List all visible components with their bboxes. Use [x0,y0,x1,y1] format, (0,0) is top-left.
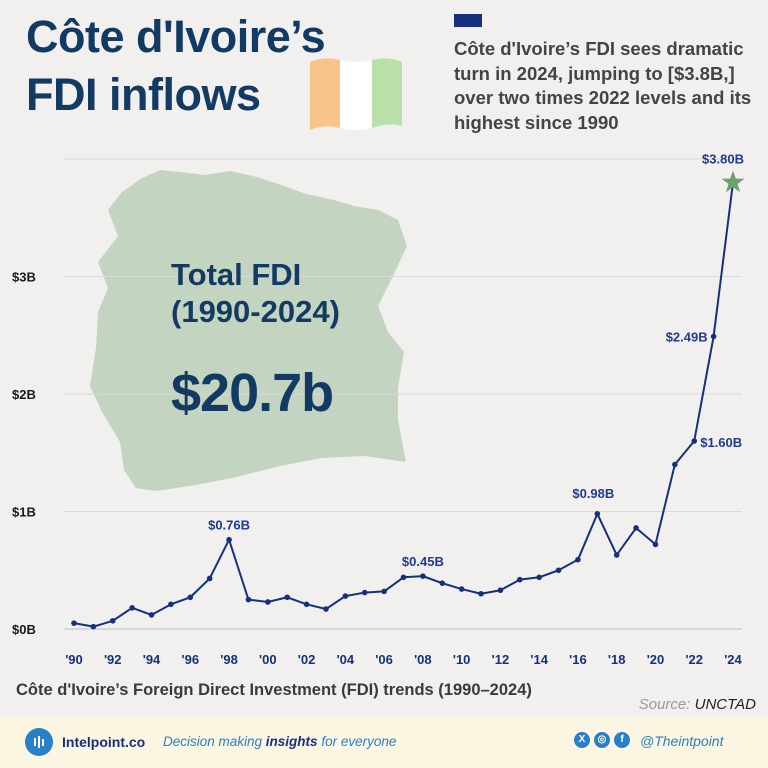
data-point [323,606,329,612]
x-tick-label: '98 [220,652,238,667]
data-point [613,552,620,558]
data-point [594,511,601,517]
data-label: $2.49B [666,329,708,344]
bar-chart-icon [34,736,44,748]
data-point [516,576,523,583]
data-label: $0.98B [572,486,614,501]
data-point [536,574,542,581]
cote-divoire-map [90,170,407,491]
data-point [458,586,465,592]
y-tick-label: $1B [12,505,36,520]
data-point [342,593,349,599]
x-tick-label: '08 [414,652,432,667]
instagram-icon[interactable]: ◎ [594,732,610,748]
data-point [555,567,562,574]
tagline: Decision making insights for everyone [163,734,396,749]
x-tick-label: '12 [492,652,510,667]
data-point [226,536,232,543]
x-icon[interactable]: X [574,732,590,748]
data-point [633,525,639,531]
x-tick-label: '20 [647,652,665,667]
title-line-2: FDI inflows [26,69,261,120]
data-point [400,574,407,581]
x-tick-label: '02 [298,652,316,667]
data-point [439,580,446,586]
data-label: $0.45B [402,554,444,569]
brand-link[interactable]: Intelpoint.co [62,734,146,750]
y-tick-label: $3B [12,270,36,285]
total-fdi-value: $20.7b [171,363,334,423]
data-point [420,573,426,579]
data-point [652,541,659,548]
data-point [284,594,291,601]
x-tick-label: '06 [375,652,393,667]
data-point [109,617,116,624]
x-tick-label: '22 [685,652,703,667]
source-name: UNCTAD [694,696,756,713]
y-tick-label: $0B [12,622,36,637]
source-prefix: Source: [638,696,695,713]
data-point [497,587,504,594]
tagline-post: for everyone [317,734,397,749]
source-note: Source: UNCTAD [639,696,756,713]
data-point [245,596,252,603]
intelpoint-logo-icon[interactable] [25,728,53,756]
data-point [206,575,213,582]
social-handle[interactable]: @Theintpoint [640,733,724,749]
data-point [303,601,310,608]
tagline-bold: insights [265,734,318,749]
data-point [672,461,678,468]
x-tick-label: '04 [337,652,355,667]
peak-star-marker [721,170,745,193]
x-tick-label: '90 [65,652,83,667]
tagline-pre: Decision making [163,734,266,749]
page-title: Côte d'Ivoire’s FDI inflows [26,8,326,124]
x-tick-label: '24 [724,652,742,667]
data-point [265,599,271,605]
x-tick-label: '14 [530,652,548,667]
x-tick-label: '10 [453,652,471,667]
x-tick-label: '96 [182,652,200,667]
data-point [148,612,155,618]
data-point [575,556,581,563]
data-point [90,623,97,630]
x-tick-label: '00 [259,652,277,667]
social-links: X ◎ f [574,732,630,748]
footer-bar: Intelpoint.co Decision making insights f… [0,715,768,768]
data-point [478,590,484,597]
data-label: $3.80B [702,152,744,167]
data-label: $0.76B [208,518,250,533]
chart-subtitle: Côte d'Ivoire’s FDI sees dramatic turn i… [454,38,752,133]
x-tick-label: '92 [104,652,122,667]
legend-swatch [454,14,482,27]
total-fdi-label: Total FDI (1990-2024) [171,257,340,329]
map-shape [90,170,407,491]
data-point [71,620,77,626]
data-point [710,333,717,340]
x-tick-label: '16 [569,652,587,667]
data-point [187,594,194,601]
x-tick-label: '94 [143,652,161,667]
chart-caption: Côte d'Ivoire’s Foreign Direct Investmen… [16,681,532,699]
data-label: $1.60B [700,435,742,450]
title-line-1: Côte d'Ivoire’s [26,11,326,62]
data-point [691,438,698,444]
data-point [129,605,135,611]
y-tick-label: $2B [12,387,36,402]
data-point [168,601,174,608]
facebook-icon[interactable]: f [614,732,630,748]
data-point [361,589,368,596]
x-tick-label: '18 [608,652,626,667]
data-point [381,588,387,595]
ivory-coast-flag [310,58,402,130]
